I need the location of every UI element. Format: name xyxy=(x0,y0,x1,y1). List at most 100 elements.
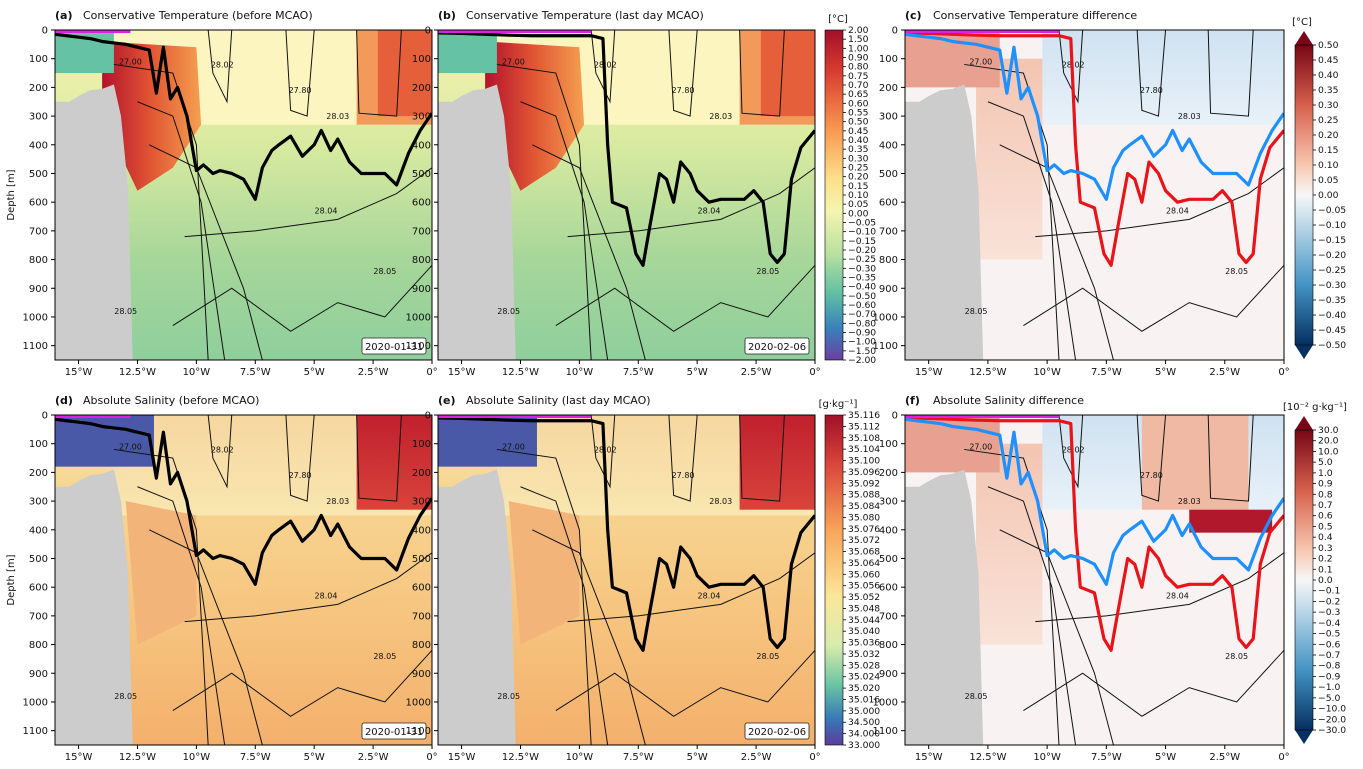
colorbar-tick-label: 1.0 xyxy=(1318,468,1333,479)
isopycnal-contour xyxy=(207,30,233,104)
salinity-west-slope xyxy=(125,501,197,645)
difference-shelf-signal xyxy=(905,415,1000,473)
x-tick-label: 0° xyxy=(426,752,437,763)
land-mask xyxy=(905,84,984,360)
colorbar-unit: [°C] xyxy=(1292,17,1312,28)
y-tick-label: 800 xyxy=(879,255,898,266)
isopycnal-label: 27.00 xyxy=(969,442,992,451)
colorbar-tick-label: −0.80 xyxy=(848,318,876,329)
colorbar-tick-label: −0.60 xyxy=(848,300,876,311)
x-tick-label: 15°W xyxy=(65,752,93,763)
colorbar-tick-label: 35.028 xyxy=(848,660,880,671)
colorbar-tick-label: 35.100 xyxy=(848,456,880,467)
y-tick-label: 400 xyxy=(412,140,431,151)
isopycnal-label: 28.03 xyxy=(326,112,349,121)
isopycnal-label: 27.80 xyxy=(672,86,695,95)
sea-ice-bar xyxy=(438,415,592,418)
colorbar-tick-label: −0.15 xyxy=(1318,235,1346,246)
colorbar-ramp xyxy=(824,414,844,746)
colorbar-tick-label: 34.000 xyxy=(848,729,880,740)
y-tick-label: 400 xyxy=(879,140,898,151)
y-tick-label: 0 xyxy=(42,26,48,37)
colorbar-tick-label: 35.076 xyxy=(848,524,880,535)
isopycnal-label: 27.00 xyxy=(119,57,142,66)
y-tick-label: 700 xyxy=(412,226,431,237)
colorbar-tick-label: −0.1 xyxy=(1318,586,1340,597)
difference-slope-positive xyxy=(976,443,1043,645)
y-tick-label: 200 xyxy=(879,468,898,479)
y-tick-label: 800 xyxy=(412,640,431,651)
y-tick-label: 500 xyxy=(412,169,431,180)
mld-last-day-line xyxy=(905,416,1284,652)
isopycnal-contour xyxy=(590,30,616,104)
x-tick-label: 7.5°W xyxy=(623,367,654,378)
isopycnal-label: 28.05 xyxy=(497,692,520,701)
colorbar-tick-label: 0.7 xyxy=(1318,500,1333,511)
y-tick-label: 700 xyxy=(29,226,48,237)
isopycnal-contour xyxy=(520,101,609,360)
isopycnal-label: 27.00 xyxy=(502,57,525,66)
sea-ice-bar xyxy=(438,30,592,33)
colorbar-tick-label: −1.00 xyxy=(848,337,876,348)
panel-letter: (a) xyxy=(55,9,72,22)
colorbar-tick-label: 0.8 xyxy=(1318,489,1333,500)
colorbar-tick-label: 35.032 xyxy=(848,649,880,660)
panel-title: Absolute Salinity (before MCAO) xyxy=(83,394,259,407)
y-tick-label: 100 xyxy=(879,54,898,65)
isopycnal-contour xyxy=(590,415,616,489)
land-mask xyxy=(438,469,516,745)
salinity-difference-positive xyxy=(1141,415,1249,510)
x-tick-label: 15°W xyxy=(915,367,943,378)
y-tick-label: 500 xyxy=(29,169,48,180)
colorbar-tick-label: 35.048 xyxy=(848,603,880,614)
colorbar-tick-label: 0.75 xyxy=(848,71,869,82)
colorbar-tick-label: 35.036 xyxy=(848,638,880,649)
difference-upper-negative xyxy=(1042,30,1284,125)
colorbar-unit: [g·kg⁻¹] xyxy=(819,399,858,410)
y-tick-label: 600 xyxy=(412,583,431,594)
y-tick-label: 900 xyxy=(29,669,48,680)
colorbar-tick-label: 0.25 xyxy=(848,163,869,174)
isopycnal-contour xyxy=(668,30,698,117)
y-tick-label: 600 xyxy=(29,198,48,209)
isopycnal-label: 28.03 xyxy=(709,497,732,506)
colorbar-tick-label: 35.104 xyxy=(848,444,880,455)
plot-frame xyxy=(54,29,433,361)
y-tick-label: 0 xyxy=(42,411,48,422)
y-tick-label: 100 xyxy=(412,439,431,450)
isopycnal-contour xyxy=(987,486,1077,745)
isopycnal-label: 28.05 xyxy=(1225,267,1248,276)
temperature-east-core xyxy=(377,30,432,117)
colorbar-tick-label: 0.2 xyxy=(1318,554,1333,565)
isopycnal-label: 28.03 xyxy=(1178,112,1201,121)
date-label: 2020-01-31 xyxy=(365,342,423,353)
y-tick-label: 300 xyxy=(879,497,898,508)
isopycnal-contour xyxy=(285,30,315,117)
colorbar-tick-label: 0.00 xyxy=(848,208,869,219)
y-axis-label: Depth [m] xyxy=(6,169,17,220)
x-tick-label: 5°W xyxy=(304,367,325,378)
colorbar-tick-label: −1.50 xyxy=(848,346,876,357)
isopycnal-contour xyxy=(520,486,609,745)
isopycnal-label: 28.05 xyxy=(756,652,779,661)
colorbar-tick-label: −0.50 xyxy=(848,291,876,302)
colorbar-tick-label: −0.50 xyxy=(1318,340,1346,351)
colorbar-tick-label: 35.000 xyxy=(848,706,880,717)
colorbar-tick-label: 33.000 xyxy=(848,740,880,751)
mld-before-line xyxy=(905,417,1284,586)
mld-before-line xyxy=(55,32,432,201)
colorbar-tick-label: 35.040 xyxy=(848,626,880,637)
colorbar-tick-label: 35.092 xyxy=(848,478,880,489)
y-tick-label: 1000 xyxy=(873,697,898,708)
y-tick-label: 300 xyxy=(29,497,48,508)
isopycnal-contour xyxy=(1207,30,1254,117)
isopycnal-contour xyxy=(1207,415,1254,502)
colorbar-tick-label: 35.016 xyxy=(848,694,880,705)
colorbar-tick-label: −0.25 xyxy=(1318,265,1346,276)
colorbar-tick-label: 0.80 xyxy=(848,62,869,73)
panel-title: Conservative Temperature difference xyxy=(933,9,1137,22)
